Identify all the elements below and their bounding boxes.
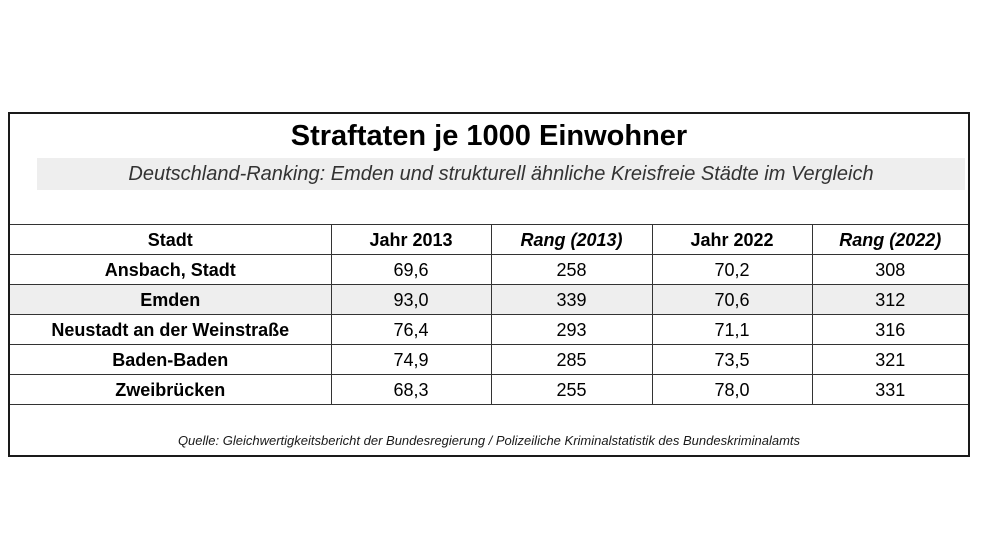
cell-jahr-2022: 78,0 [651, 374, 812, 405]
cell-rang-2022: 316 [811, 314, 968, 345]
cell-rang-2013: 285 [490, 344, 652, 375]
column-header-rang-2013: Rang (2013) [490, 224, 652, 255]
cell-rang-2022: 308 [811, 254, 968, 285]
table-row: Baden-Baden 74,9 285 73,5 321 [10, 344, 968, 375]
column-header-jahr-2022: Jahr 2022 [651, 224, 812, 255]
column-header-rang-2022: Rang (2022) [811, 224, 968, 255]
cell-jahr-2013: 93,0 [330, 284, 491, 315]
page-title: Straftaten je 1000 Einwohner [290, 120, 688, 152]
cell-stadt: Ansbach, Stadt [10, 254, 331, 285]
cell-rang-2022: 321 [811, 344, 968, 375]
table-row: Zweibrücken 68,3 255 78,0 331 [10, 374, 968, 405]
cell-rang-2013: 293 [490, 314, 652, 345]
cell-rang-2013: 339 [490, 284, 652, 315]
ranking-table: Stadt Jahr 2013 Rang (2013) Jahr 2022 Ra… [10, 224, 968, 405]
table-row: Ansbach, Stadt 69,6 258 70,2 308 [10, 254, 968, 285]
cell-stadt: Emden [10, 284, 331, 315]
table-row: Neustadt an der Weinstraße 76,4 293 71,1… [10, 314, 968, 345]
cell-rang-2013: 255 [490, 374, 652, 405]
cell-stadt: Neustadt an der Weinstraße [10, 314, 331, 345]
cell-stadt: Zweibrücken [10, 374, 331, 405]
cell-jahr-2013: 68,3 [330, 374, 491, 405]
source-note: Quelle: Gleichwertigkeitsbericht der Bun… [177, 433, 801, 448]
cell-jahr-2022: 70,6 [651, 284, 812, 315]
column-header-jahr-2013: Jahr 2013 [330, 224, 491, 255]
cell-rang-2022: 331 [811, 374, 968, 405]
column-header-stadt: Stadt [10, 224, 331, 255]
cell-jahr-2022: 70,2 [651, 254, 812, 285]
cell-stadt: Baden-Baden [10, 344, 331, 375]
cell-rang-2022: 312 [811, 284, 968, 315]
cell-jahr-2022: 73,5 [651, 344, 812, 375]
table-row-highlighted: Emden 93,0 339 70,6 312 [10, 284, 968, 315]
cell-jahr-2022: 71,1 [651, 314, 812, 345]
cell-rang-2013: 258 [490, 254, 652, 285]
cell-jahr-2013: 76,4 [330, 314, 491, 345]
page-subtitle: Deutschland-Ranking: Emden und strukture… [37, 158, 965, 190]
table-frame: Straftaten je 1000 Einwohner Deutschland… [8, 112, 970, 457]
cell-jahr-2013: 69,6 [330, 254, 491, 285]
table-header-row: Stadt Jahr 2013 Rang (2013) Jahr 2022 Ra… [10, 224, 968, 255]
cell-jahr-2013: 74,9 [330, 344, 491, 375]
